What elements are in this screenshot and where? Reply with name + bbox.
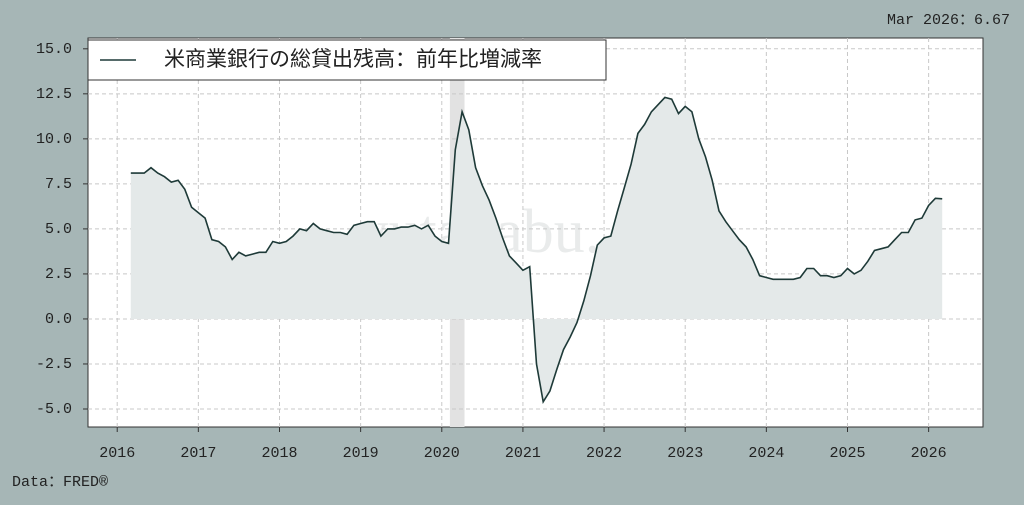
x-tick-label: 2019	[343, 445, 379, 462]
y-tick-label: -2.5	[36, 356, 72, 373]
y-tick-label: 12.5	[36, 86, 72, 103]
y-tick-label: 10.0	[36, 131, 72, 148]
x-tick-label: 2017	[180, 445, 216, 462]
plot-area	[87, 37, 984, 428]
y-tick-label: 5.0	[45, 221, 72, 238]
legend-box	[87, 39, 607, 81]
annotation: Mar 2026：6.67	[887, 12, 1010, 29]
x-tick-label: 2024	[748, 445, 784, 462]
y-tick-label: -5.0	[36, 401, 72, 418]
x-tick-label: 2021	[505, 445, 541, 462]
line	[130, 96, 943, 404]
x-tick-label: 2023	[667, 445, 703, 462]
x-tick-label: 2020	[424, 445, 460, 462]
area	[130, 97, 943, 402]
x-tick-label: 2018	[261, 445, 297, 462]
x-tick-label: 2026	[911, 445, 947, 462]
y-tick-label: 2.5	[45, 266, 72, 283]
y-tick-label: 15.0	[36, 41, 72, 58]
source: Data：FRED®	[12, 474, 108, 491]
legend-label: 米商業銀行の総貸出残高：前年比増減率	[164, 47, 542, 71]
y-tick-label: 0.0	[45, 311, 72, 328]
x-tick-label: 2025	[829, 445, 865, 462]
x-tick-label: 2022	[586, 445, 622, 462]
x-tick-label: 2016	[99, 445, 135, 462]
y-tick-label: 7.5	[45, 176, 72, 193]
